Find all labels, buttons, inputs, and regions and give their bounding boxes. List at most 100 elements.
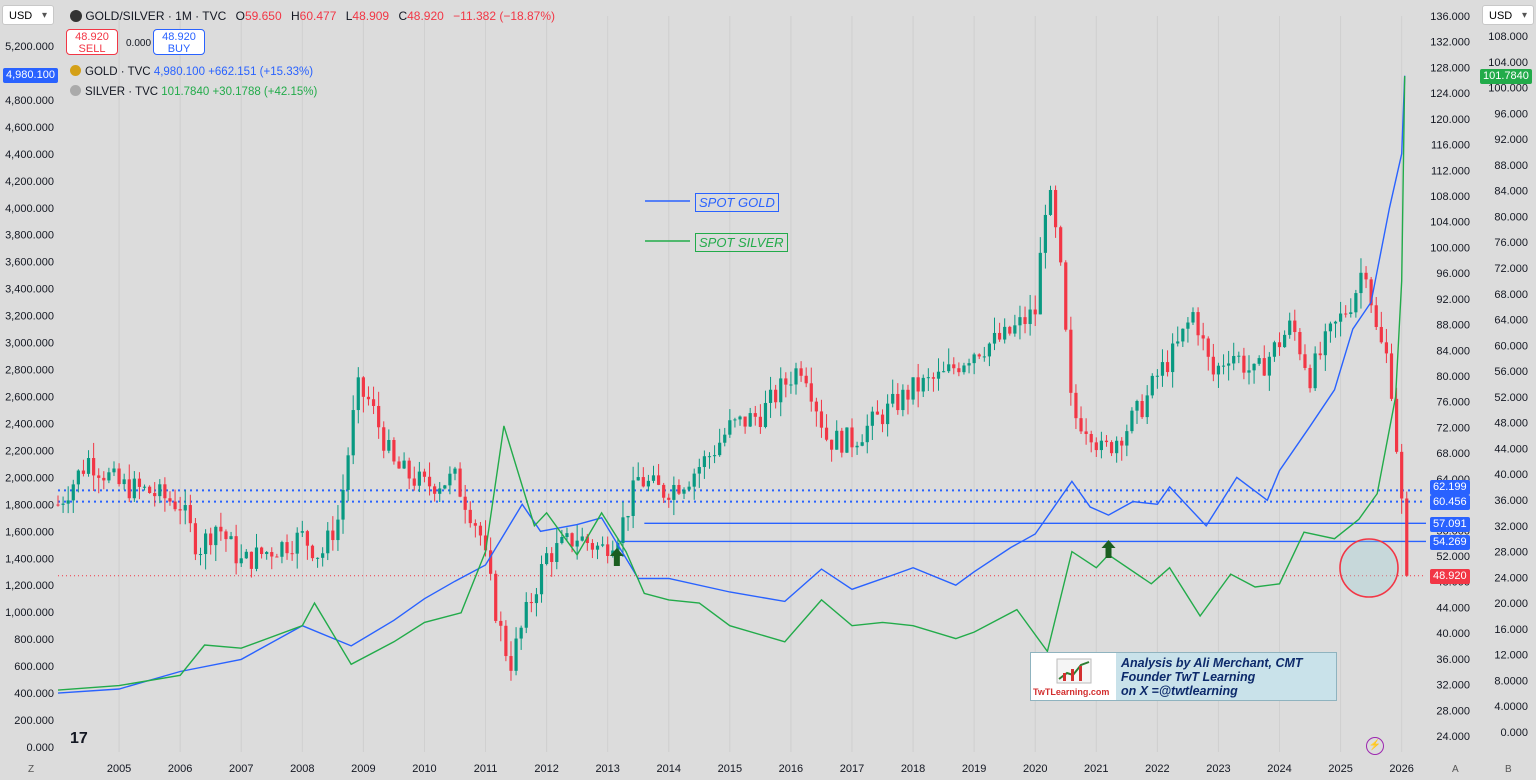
candle [967, 358, 971, 374]
candle [117, 463, 121, 487]
up-arrow-marker-2 [1101, 540, 1116, 558]
candle [860, 434, 864, 447]
candle [259, 546, 264, 559]
candle [875, 400, 880, 415]
x-axis-tick: 2017 [840, 763, 864, 775]
candle [768, 376, 773, 418]
symbol-title[interactable]: GOLD/SILVER · 1M · TVC [85, 9, 227, 23]
candle [265, 550, 269, 560]
silver-axis-tick: 16.000 [1494, 624, 1528, 636]
candle [122, 473, 126, 490]
x-axis-tick: 2005 [107, 763, 131, 775]
candle [519, 625, 523, 650]
gold-axis-tick: 800.000 [14, 634, 54, 646]
gold-axis-tick: 1,400.000 [5, 553, 54, 565]
buy-button[interactable]: 48.920 BUY [153, 29, 205, 55]
candle [92, 442, 96, 492]
ratio-axis-tick: 68.000 [1436, 448, 1470, 460]
candle [1272, 340, 1277, 362]
candle [794, 362, 798, 395]
candle [743, 416, 747, 434]
currency-selector-right[interactable]: USD [1482, 5, 1534, 26]
gold-axis-tick: 4,600.000 [5, 122, 54, 134]
legend-silver[interactable]: SILVER · TVC 101.7840 +30.1788 (+42.15%) [70, 85, 317, 98]
candle [280, 540, 284, 564]
ratio-axis-tick: 32.000 [1436, 680, 1470, 692]
ratio-axis-tick: 120.000 [1430, 114, 1470, 126]
ratio-axis-tick: 116.000 [1431, 140, 1470, 152]
candle [748, 407, 752, 428]
candle [1135, 399, 1139, 424]
candle [1242, 347, 1246, 380]
candle [1018, 305, 1022, 340]
candle [356, 367, 360, 424]
candle [453, 466, 457, 481]
candle [371, 386, 376, 415]
silver-axis-tick: 92.000 [1494, 134, 1528, 146]
silver-axis-tick: 24.000 [1494, 572, 1528, 584]
silver-axis-tick: 32.000 [1494, 521, 1528, 533]
sell-button[interactable]: 48.920 SELL [66, 29, 118, 55]
gold-axis-tick: 1,600.000 [5, 526, 54, 538]
candle [712, 445, 717, 464]
candle [1308, 364, 1312, 393]
x-axis-tick: 2013 [595, 763, 619, 775]
candle [148, 485, 152, 494]
candle [814, 397, 818, 427]
spot-gold-label[interactable]: SPOT GOLD [695, 193, 779, 212]
ratio-axis-tick: 80.000 [1436, 371, 1470, 383]
currency-selector-left[interactable]: USD [2, 5, 54, 26]
candle [1318, 341, 1322, 360]
lightning-icon[interactable]: ⚡ [1366, 737, 1384, 755]
candle [1125, 424, 1129, 457]
gold-axis-tick: 3,400.000 [5, 284, 54, 296]
candle [219, 512, 223, 541]
candle [830, 439, 834, 462]
silver-axis-tick: 0.000 [1500, 727, 1528, 739]
legend-gold[interactable]: GOLD · TVC 4,980.100 +662.151 (+15.33%) [70, 65, 313, 78]
candle [977, 353, 981, 360]
candle [545, 546, 549, 566]
candle [1232, 342, 1236, 371]
silver-axis-tick: 28.000 [1494, 547, 1528, 559]
x-axis-tick: 2008 [290, 763, 314, 775]
candle [305, 529, 309, 560]
candle [412, 466, 416, 491]
candle [636, 462, 640, 481]
candle [590, 539, 595, 559]
candle [1196, 307, 1200, 346]
gold-axis-tick: 4,800.000 [5, 95, 54, 107]
silver-axis-tick: 48.000 [1494, 418, 1528, 430]
candle [112, 461, 116, 477]
spot-silver-label[interactable]: SPOT SILVER [695, 233, 788, 252]
candle [631, 466, 635, 529]
silver-coin-icon [70, 85, 81, 96]
candle [952, 357, 956, 375]
candle [61, 496, 65, 513]
candle [1364, 266, 1368, 289]
zoom-corner[interactable]: Z [28, 764, 35, 775]
x-axis-tick: 2023 [1206, 763, 1230, 775]
axis-corner[interactable]: B [1505, 764, 1512, 775]
ratio-axis-tick: 28.000 [1436, 705, 1470, 717]
silver-axis-tick: 100.000 [1488, 83, 1528, 95]
candle [728, 409, 732, 438]
candle [651, 465, 656, 484]
gold-axis-tick: 0.000 [26, 742, 54, 754]
credit-line-2: Founder TwT Learning [1121, 670, 1256, 684]
candle [972, 352, 976, 375]
candle [692, 468, 696, 500]
tradingview-logo[interactable]: 17 [70, 730, 88, 747]
last-close-tag: 48.920 [1430, 569, 1470, 584]
gold-axis-tick: 2,200.000 [5, 445, 54, 457]
gold-axis-tick: 2,600.000 [5, 392, 54, 404]
candle [387, 429, 391, 454]
candle [677, 479, 681, 496]
auto-scale-corner[interactable]: A [1452, 764, 1459, 775]
candle [626, 515, 630, 531]
x-axis-tick: 2012 [534, 763, 558, 775]
candle [845, 427, 849, 454]
twt-logo: TwTLearning.com [1031, 653, 1116, 700]
candle [539, 555, 544, 603]
